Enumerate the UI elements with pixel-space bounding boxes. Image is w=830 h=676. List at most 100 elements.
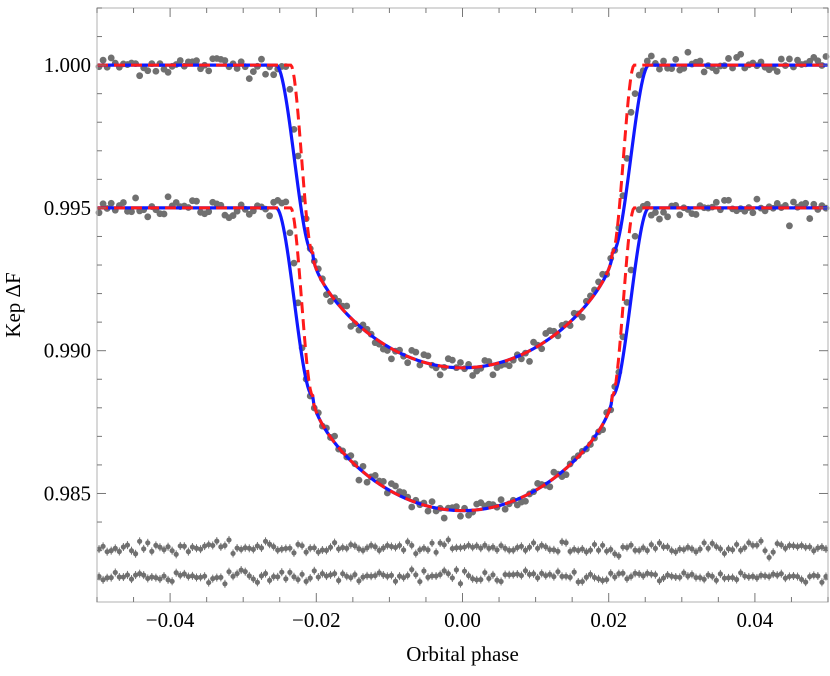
residual-point-row-1: [315, 549, 321, 555]
data-point-transit-2: [453, 503, 460, 511]
data-point-transit-1: [696, 57, 704, 65]
residual-point-row-1: [632, 547, 638, 553]
data-point-transit-1: [656, 65, 663, 73]
residual-point-row-1: [766, 554, 772, 561]
data-point-transit-1: [343, 302, 351, 310]
residual-point-row-1: [396, 542, 403, 549]
residual-point-row-1: [807, 544, 813, 550]
residual-point-row-1: [620, 544, 626, 550]
residual-point-row-2: [608, 570, 614, 576]
residual-point-row-2: [490, 572, 496, 578]
residual-point-row-2: [514, 571, 520, 577]
residual-point-row-1: [567, 548, 573, 554]
residual-point-row-1: [713, 543, 719, 550]
residual-point-row-1: [543, 544, 549, 550]
residual-point-row-1: [522, 547, 529, 553]
residual-point-row-2: [271, 574, 277, 580]
residual-point-row-2: [230, 573, 236, 579]
data-point-transit-1: [627, 108, 635, 116]
residual-point-row-2: [604, 577, 610, 583]
residual-point-row-2: [165, 577, 171, 583]
residual-point-row-1: [729, 547, 736, 553]
residual-point-row-1: [250, 546, 256, 553]
residual-point-row-2: [664, 572, 671, 578]
data-point-transit-2: [99, 200, 107, 208]
data-point-transit-1: [725, 55, 732, 62]
residual-point-row-2: [677, 574, 683, 580]
residual-point-row-2: [234, 570, 240, 577]
residual-point-row-2: [254, 579, 261, 585]
residual-point-row-2: [409, 567, 415, 573]
residual-point-row-2: [197, 574, 204, 580]
residual-point-row-2: [169, 578, 175, 584]
residual-point-row-2: [807, 573, 813, 580]
residual-point-row-1: [352, 543, 358, 549]
residual-point-row-1: [685, 544, 691, 550]
data-point-transit-1: [786, 55, 793, 63]
data-point-transit-2: [371, 472, 379, 479]
residual-point-row-1: [478, 545, 484, 551]
data-point-transit-1: [538, 345, 546, 353]
data-point-transit-1: [412, 348, 420, 356]
residual-point-row-1: [652, 545, 659, 552]
residual-point-row-1: [327, 544, 334, 550]
data-point-transit-1: [136, 72, 144, 80]
residual-point-row-2: [526, 571, 533, 578]
residual-point-row-1: [344, 545, 350, 551]
residual-point-row-2: [758, 572, 764, 579]
residual-point-row-2: [372, 572, 378, 579]
residual-point-row-2: [96, 573, 102, 580]
residual-point-row-1: [283, 545, 289, 552]
data-point-transit-2: [522, 497, 529, 505]
residual-point-row-1: [437, 540, 443, 546]
residual-point-row-2: [222, 581, 228, 587]
residual-point-row-2: [474, 577, 480, 583]
x-axis-title: Orbital phase: [406, 642, 519, 666]
data-point-transit-1: [144, 67, 152, 75]
residual-point-row-1: [559, 539, 565, 545]
residual-point-row-2: [656, 578, 663, 584]
residual-point-row-2: [173, 570, 179, 576]
residual-point-row-2: [401, 575, 407, 581]
residual-point-row-2: [754, 575, 760, 581]
data-point-transit-2: [652, 209, 659, 216]
residual-point-row-1: [360, 547, 366, 554]
residual-point-row-2: [738, 570, 744, 576]
y-axis-ticks: 0.985 0.990 0.995 1.000: [44, 7, 828, 580]
residual-point-row-2: [555, 569, 561, 575]
residual-point-row-2: [279, 569, 285, 575]
residual-point-row-2: [453, 567, 460, 573]
residual-point-row-2: [746, 574, 752, 580]
data-point-transit-1: [623, 154, 631, 162]
residual-point-row-2: [734, 576, 740, 583]
data-point-transit-1: [107, 54, 115, 62]
data-point-transit-2: [233, 207, 241, 215]
residual-point-row-2: [770, 571, 776, 577]
residual-point-row-2: [559, 573, 565, 579]
residual-point-row-2: [786, 573, 793, 580]
blue-model-curve-transit-2: [97, 206, 828, 513]
residual-point-row-1: [372, 544, 378, 550]
data-point-transit-2: [786, 222, 793, 230]
residual-point-row-2: [648, 571, 654, 577]
residual-point-row-2: [214, 574, 220, 581]
residual-point-row-1: [717, 546, 723, 552]
residual-point-row-1: [600, 542, 606, 548]
data-point-transit-1: [660, 57, 667, 65]
residual-point-row-2: [242, 569, 248, 575]
data-point-transit-2: [408, 503, 416, 511]
residual-point-row-1: [595, 547, 602, 553]
data-point-transit-1: [773, 68, 781, 75]
residual-point-row-2: [579, 578, 585, 585]
residual-point-row-1: [482, 542, 488, 548]
residual-point-row-1: [644, 547, 650, 554]
residual-point-row-2: [778, 571, 784, 577]
residual-point-row-2: [388, 572, 395, 578]
residual-point-row-2: [116, 574, 122, 580]
data-point-transit-2: [753, 195, 761, 203]
residual-point-row-1: [100, 543, 106, 549]
x-tick-label: 0.00: [444, 608, 481, 632]
residual-point-row-1: [770, 549, 776, 555]
residual-point-row-2: [628, 573, 634, 580]
